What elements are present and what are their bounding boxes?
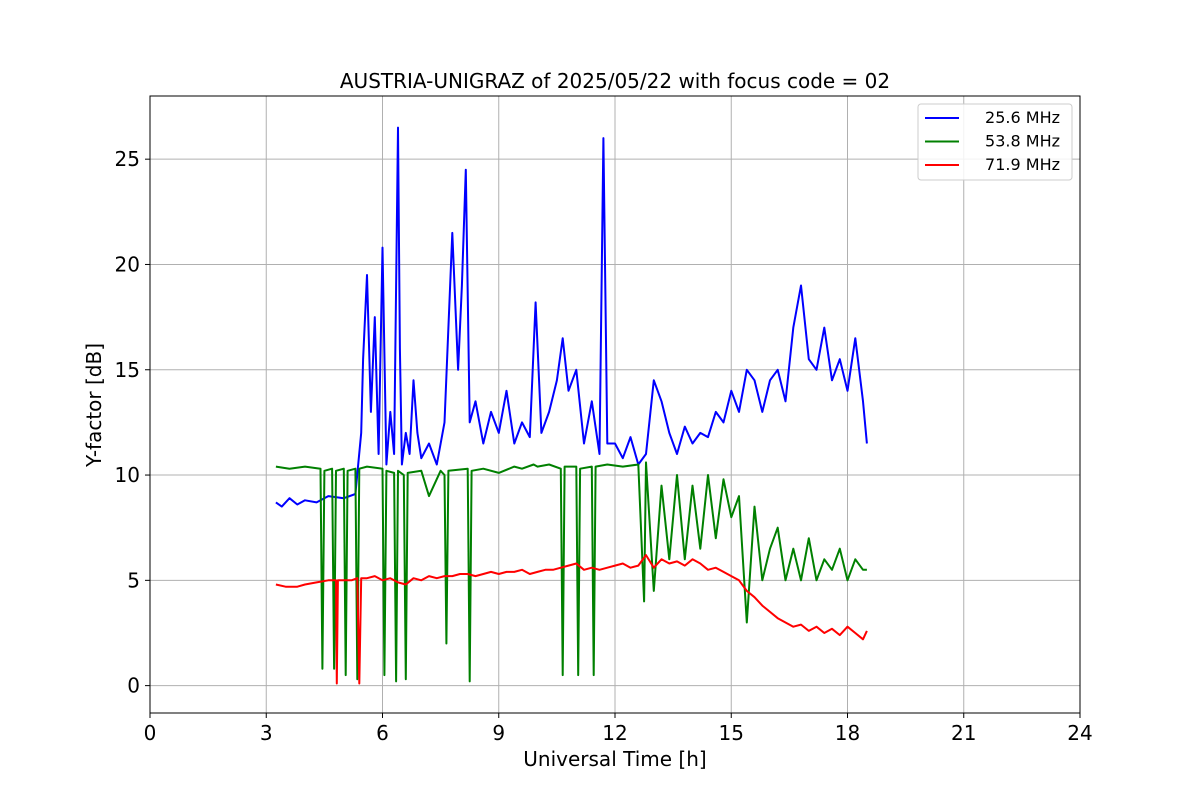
x-tick-label: 24 [1067, 721, 1092, 745]
x-tick-label: 3 [260, 721, 273, 745]
x-tick-label: 15 [719, 721, 744, 745]
legend-label-0: 25.6 MHz [985, 108, 1060, 127]
x-tick-label: 6 [376, 721, 389, 745]
y-tick-label: 25 [115, 147, 140, 171]
chart-title: AUSTRIA-UNIGRAZ of 2025/05/22 with focus… [340, 69, 890, 93]
grid [149, 96, 1081, 713]
x-tick-label: 18 [835, 721, 860, 745]
series-line-2 [275, 554, 868, 685]
x-tick-label: 21 [951, 721, 976, 745]
y-tick-label: 10 [115, 463, 140, 487]
y-tick-label: 5 [127, 568, 140, 592]
y-tick-label: 15 [115, 358, 140, 382]
legend: 25.6 MHz 53.8 MHz 71.9 MHz [917, 103, 1073, 181]
legend-label-1: 53.8 MHz [985, 132, 1060, 151]
legend-label-2: 71.9 MHz [985, 155, 1060, 174]
series-line-1 [275, 461, 867, 683]
y-tick-label: 0 [127, 674, 140, 698]
x-tick-label: 0 [144, 721, 157, 745]
series-line-0 [275, 126, 868, 508]
x-tick-label: 9 [492, 721, 505, 745]
series-group [275, 126, 868, 685]
y-axis-label: Y-factor [dB] [82, 343, 106, 468]
legend-box [917, 103, 1073, 181]
y-tick-label: 20 [115, 252, 140, 276]
x-axis-label: Universal Time [h] [523, 747, 706, 771]
x-tick-label: 12 [602, 721, 627, 745]
ticks: 0 3 6 9 12 15 18 21 24 0 5 10 15 20 25 [115, 147, 1093, 745]
